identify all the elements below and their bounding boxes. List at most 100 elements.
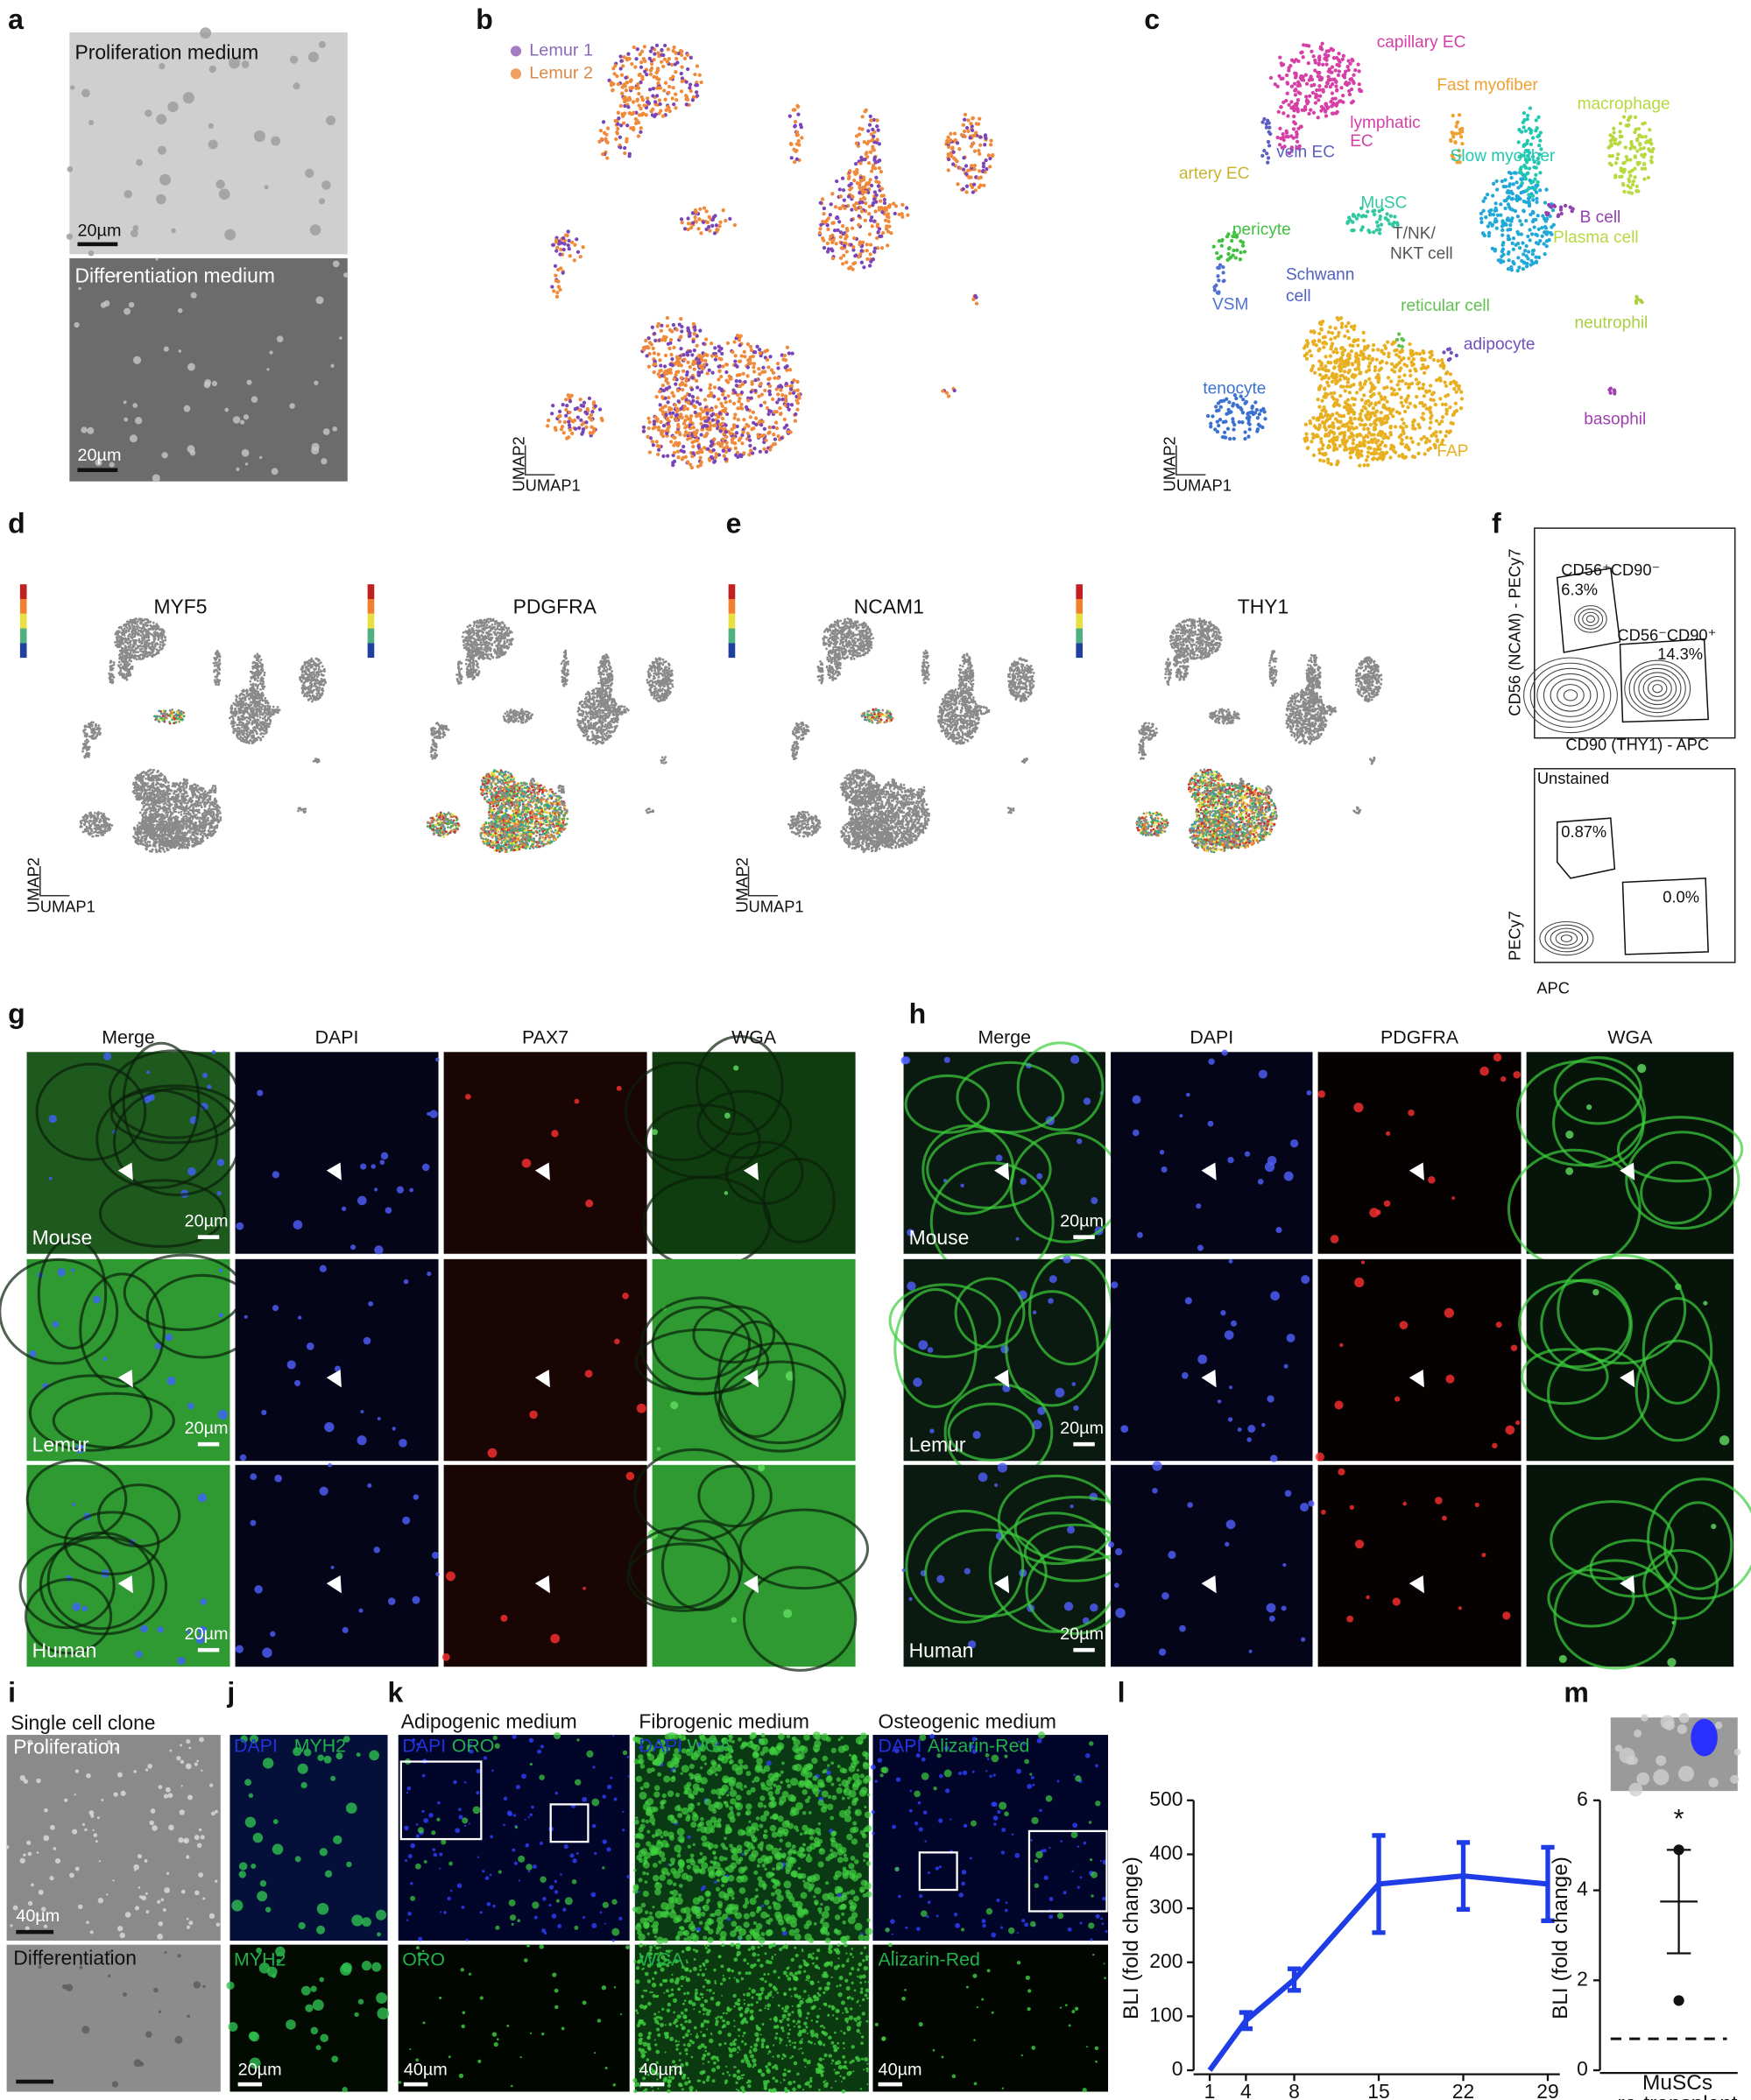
speck — [689, 1777, 693, 1780]
speck — [667, 2089, 670, 2093]
speck — [702, 1997, 703, 1998]
speck — [174, 2036, 182, 2044]
speck — [777, 1991, 780, 1994]
speck — [1445, 1375, 1454, 1384]
speck — [179, 349, 181, 352]
speck — [713, 1852, 717, 1856]
speck — [1339, 1343, 1343, 1347]
speck — [653, 1792, 660, 1798]
speck — [823, 2043, 825, 2046]
speck — [705, 1968, 707, 1970]
speck — [219, 188, 230, 200]
speck — [804, 1924, 809, 1929]
speck — [123, 1992, 127, 1997]
speck — [657, 1447, 660, 1450]
speck — [362, 1961, 371, 1970]
speck — [423, 2021, 426, 2024]
speck — [811, 2019, 813, 2021]
speck — [723, 1975, 724, 1977]
speck — [681, 1927, 685, 1931]
speck — [804, 1934, 812, 1941]
speck — [88, 250, 95, 257]
speck — [367, 1483, 371, 1488]
speck — [776, 1894, 783, 1901]
speck — [809, 1884, 814, 1888]
speck — [901, 1568, 905, 1572]
speck — [767, 2062, 772, 2067]
speck — [298, 1315, 301, 1319]
speck — [1276, 1227, 1282, 1233]
speck — [20, 1858, 25, 1864]
speck — [305, 169, 314, 178]
speck — [694, 2026, 697, 2030]
speck — [765, 1786, 769, 1791]
speck — [733, 1066, 738, 1071]
speck — [295, 1856, 301, 1862]
speck — [158, 146, 166, 155]
speck — [422, 1774, 426, 1778]
speck — [392, 1427, 395, 1430]
speck — [437, 1801, 441, 1805]
speck — [636, 1776, 642, 1782]
speck — [694, 1906, 702, 1914]
speck — [843, 2076, 846, 2080]
speck — [817, 1907, 822, 1912]
speck — [681, 1772, 683, 1775]
speck — [187, 1926, 190, 1929]
speck — [404, 1279, 409, 1285]
speck — [837, 1985, 839, 1988]
speck — [1071, 1382, 1076, 1386]
speck — [803, 1734, 810, 1741]
speck — [416, 1823, 419, 1826]
speck — [752, 1997, 754, 1999]
speck — [731, 1617, 737, 1624]
speck — [184, 405, 191, 412]
speck — [1182, 1372, 1189, 1379]
speck — [504, 1797, 507, 1801]
speck — [699, 1920, 703, 1925]
speck — [405, 1859, 407, 1862]
speck — [320, 1848, 328, 1856]
speck — [808, 1764, 813, 1769]
speck — [1350, 1505, 1354, 1510]
speck — [862, 1998, 865, 2001]
speck — [683, 2044, 686, 2047]
speck — [801, 2038, 803, 2040]
speck — [773, 1970, 776, 1973]
speck — [164, 1794, 168, 1799]
speck — [741, 2059, 745, 2062]
speck — [215, 180, 224, 188]
speck — [936, 1575, 944, 1583]
speck — [1225, 1542, 1229, 1547]
speck — [469, 1973, 471, 1976]
speck — [653, 1921, 659, 1927]
speck — [830, 1977, 832, 1978]
speck — [236, 468, 239, 471]
speck — [860, 1991, 864, 1994]
speck — [1290, 1139, 1298, 1147]
speck — [812, 1776, 817, 1781]
speck — [540, 1744, 544, 1748]
speck — [844, 1809, 851, 1815]
speck — [732, 1994, 736, 1998]
speck — [378, 1417, 381, 1420]
speck — [5, 1845, 10, 1850]
speck — [842, 1964, 845, 1968]
speck — [902, 1056, 910, 1064]
speck — [186, 1764, 192, 1770]
speck — [687, 1946, 691, 1950]
speck — [728, 1875, 735, 1882]
speck — [800, 1833, 803, 1836]
speck — [250, 2032, 259, 2041]
speck — [756, 1758, 763, 1765]
speck — [690, 2033, 692, 2035]
speck — [730, 1790, 737, 1797]
speck — [726, 2008, 729, 2011]
speck — [552, 1913, 557, 1919]
speck — [67, 234, 73, 240]
speck — [325, 1871, 332, 1878]
speck — [913, 1378, 921, 1386]
speck — [834, 1929, 839, 1934]
speck — [1301, 1638, 1305, 1642]
speck — [388, 1597, 396, 1605]
